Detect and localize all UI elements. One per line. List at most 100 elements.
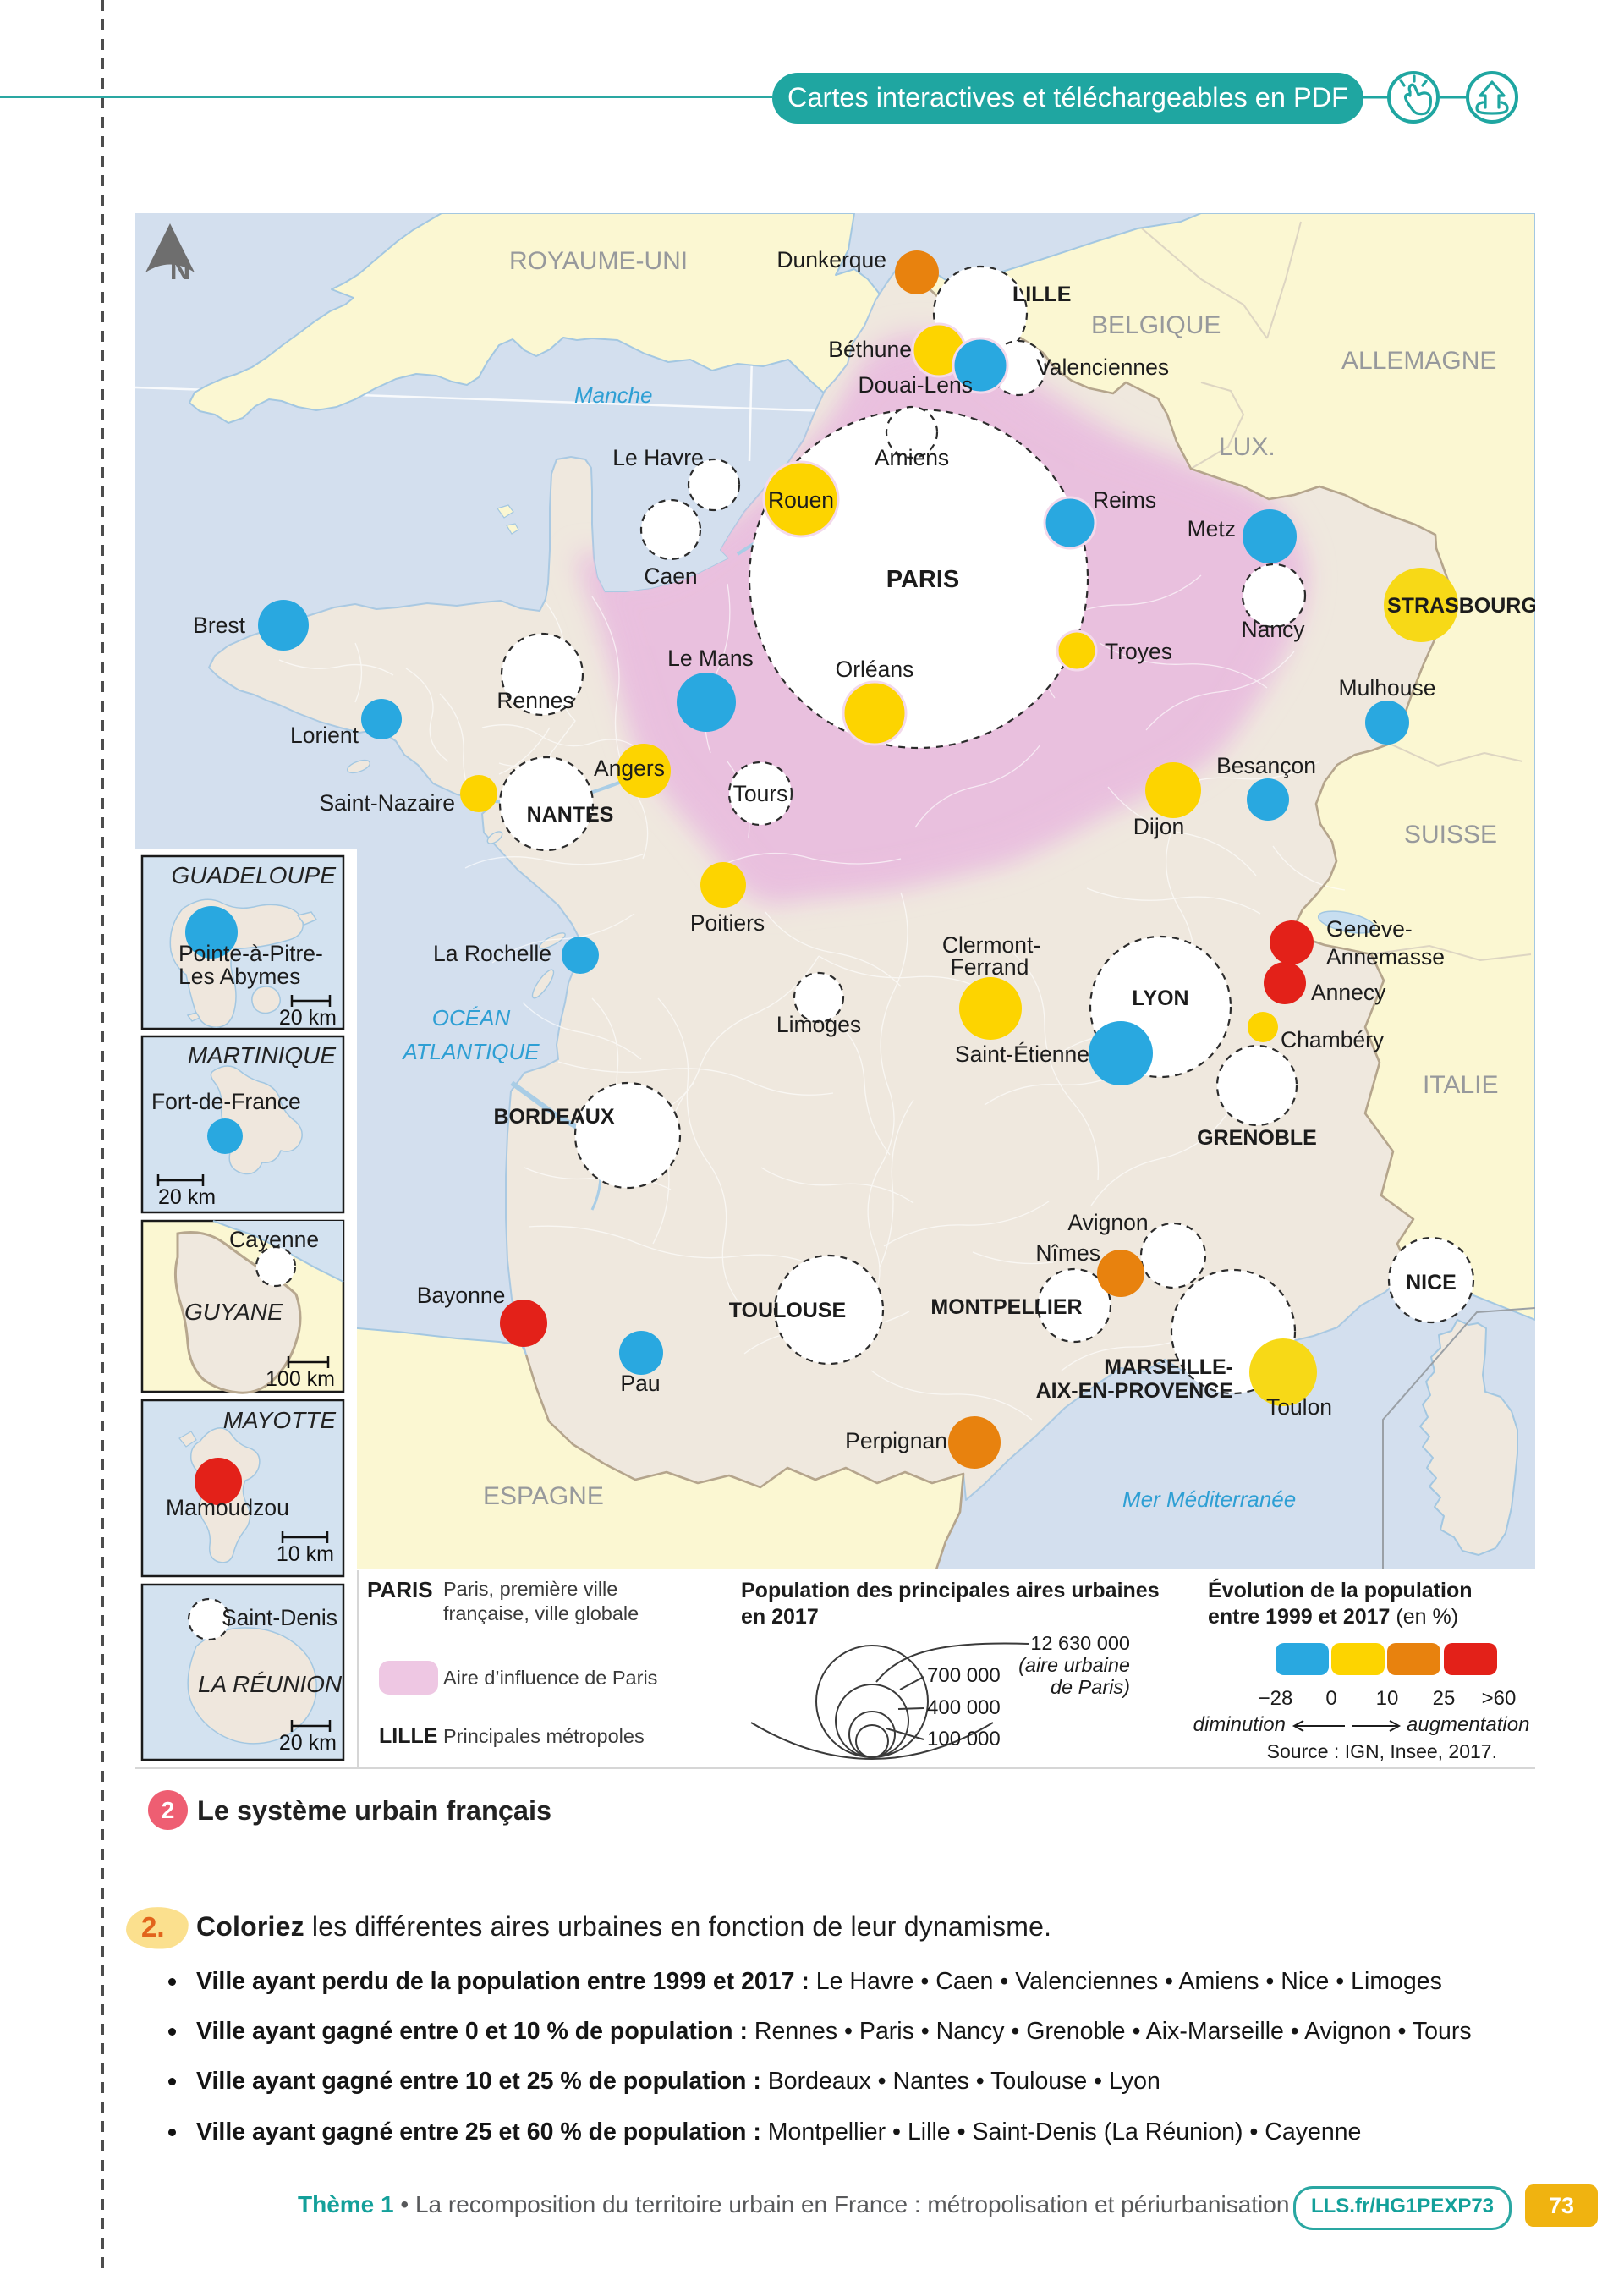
svg-text:Paris, première ville: Paris, première ville xyxy=(443,1578,617,1600)
svg-text:Mer Méditerranée: Mer Méditerranée xyxy=(1122,1486,1296,1512)
svg-text:ALLEMAGNE: ALLEMAGNE xyxy=(1341,347,1496,375)
svg-text:française, ville globale: française, ville globale xyxy=(443,1602,639,1624)
svg-text:OCÉAN: OCÉAN xyxy=(432,1005,511,1030)
svg-text:10 km: 10 km xyxy=(277,1542,334,1566)
svg-text:Orléans: Orléans xyxy=(836,657,914,682)
svg-text:Ferrand: Ferrand xyxy=(951,954,1029,980)
svg-text:−28: −28 xyxy=(1259,1687,1293,1710)
svg-text:GUYANE: GUYANE xyxy=(184,1299,283,1325)
svg-text:Troyes: Troyes xyxy=(1105,639,1172,664)
svg-text:NANTES: NANTES xyxy=(527,803,614,827)
svg-text:10: 10 xyxy=(1376,1687,1399,1710)
svg-text:ESPAGNE: ESPAGNE xyxy=(483,1482,604,1510)
svg-text:MAYOTTE: MAYOTTE xyxy=(223,1407,337,1433)
svg-text:Pau: Pau xyxy=(620,1371,660,1396)
svg-text:Reims: Reims xyxy=(1093,487,1156,513)
svg-text:Poitiers: Poitiers xyxy=(690,910,765,936)
svg-text:Cayenne: Cayenne xyxy=(229,1227,319,1252)
svg-text:Perpignan: Perpignan xyxy=(845,1428,947,1453)
svg-text:ROYAUME-UNI: ROYAUME-UNI xyxy=(509,247,688,275)
svg-text:MARSEILLE-: MARSEILLE- xyxy=(1104,1355,1233,1379)
svg-text:Toulon: Toulon xyxy=(1266,1394,1332,1420)
svg-text:ATLANTIQUE: ATLANTIQUE xyxy=(401,1039,540,1064)
svg-text:PARIS: PARIS xyxy=(367,1577,433,1602)
svg-text:>60: >60 xyxy=(1482,1687,1517,1710)
svg-text:Le Mans: Le Mans xyxy=(667,646,754,671)
svg-text:Source : IGN, Insee, 2017.: Source : IGN, Insee, 2017. xyxy=(1267,1740,1497,1762)
svg-text:Rennes: Rennes xyxy=(497,688,573,713)
svg-text:Angers: Angers xyxy=(594,756,665,781)
svg-text:LUX.: LUX. xyxy=(1219,433,1276,461)
svg-text:ITALIE: ITALIE xyxy=(1423,1071,1498,1099)
svg-text:Limoges: Limoges xyxy=(776,1012,861,1037)
svg-text:700 000: 700 000 xyxy=(927,1664,1001,1687)
svg-text:20 km: 20 km xyxy=(279,1731,337,1755)
svg-text:Le Havre: Le Havre xyxy=(612,445,704,470)
svg-text:TOULOUSE: TOULOUSE xyxy=(729,1299,846,1322)
svg-text:Population des principales air: Population des principales aires urbaine… xyxy=(741,1579,1160,1602)
svg-text:NICE: NICE xyxy=(1406,1271,1457,1294)
svg-text:MONTPELLIER: MONTPELLIER xyxy=(930,1295,1082,1319)
svg-text:0: 0 xyxy=(1325,1687,1336,1710)
svg-text:Genève-: Genève- xyxy=(1326,916,1413,942)
svg-text:Fort-de-France: Fort-de-France xyxy=(151,1089,301,1114)
svg-text:25: 25 xyxy=(1433,1687,1456,1710)
svg-text:LYON: LYON xyxy=(1132,986,1188,1010)
svg-text:Nancy: Nancy xyxy=(1241,617,1305,642)
svg-text:augmentation: augmentation xyxy=(1407,1713,1529,1736)
svg-text:de Paris): de Paris) xyxy=(1051,1676,1130,1698)
svg-text:Pointe-à-Pitre-: Pointe-à-Pitre- xyxy=(178,941,323,966)
svg-text:Amiens: Amiens xyxy=(875,445,949,470)
svg-text:Saint-Étienne: Saint-Étienne xyxy=(955,1041,1089,1067)
svg-text:100 000: 100 000 xyxy=(927,1728,1001,1750)
svg-text:Metz: Metz xyxy=(1188,516,1236,541)
svg-text:Les Abymes: Les Abymes xyxy=(178,964,300,989)
svg-text:La Rochelle: La Rochelle xyxy=(433,941,551,966)
svg-text:LILLE: LILLE xyxy=(1012,283,1071,306)
svg-text:en 2017: en 2017 xyxy=(741,1605,819,1629)
svg-text:Béthune: Béthune xyxy=(828,337,912,362)
svg-text:Valenciennes: Valenciennes xyxy=(1036,354,1169,380)
svg-text:Dijon: Dijon xyxy=(1133,814,1184,839)
svg-text:Chambéry: Chambéry xyxy=(1281,1027,1385,1052)
svg-text:Avignon: Avignon xyxy=(1067,1210,1148,1235)
svg-text:BELGIQUE: BELGIQUE xyxy=(1091,311,1221,339)
svg-text:MARTINIQUE: MARTINIQUE xyxy=(188,1042,337,1069)
svg-text:12 630 000: 12 630 000 xyxy=(1030,1632,1130,1654)
svg-text:Manche: Manche xyxy=(574,382,653,408)
svg-text:Saint-Nazaire: Saint-Nazaire xyxy=(319,790,455,816)
svg-text:(aire urbaine: (aire urbaine xyxy=(1018,1654,1130,1676)
svg-text:GUADELOUPE: GUADELOUPE xyxy=(172,862,337,888)
svg-text:LILLE: LILLE xyxy=(379,1724,437,1748)
svg-text:Annemasse: Annemasse xyxy=(1326,944,1445,970)
svg-text:Annecy: Annecy xyxy=(1311,980,1386,1005)
svg-text:100 km: 100 km xyxy=(266,1367,335,1391)
svg-text:Lorient: Lorient xyxy=(290,723,359,748)
svg-text:LA RÉUNION: LA RÉUNION xyxy=(198,1671,343,1697)
svg-text:Douai-Lens: Douai-Lens xyxy=(858,372,973,398)
svg-text:STRASBOURG: STRASBOURG xyxy=(1387,594,1535,618)
svg-text:Dunkerque: Dunkerque xyxy=(776,247,886,272)
svg-text:diminution: diminution xyxy=(1193,1713,1286,1736)
svg-text:Brest: Brest xyxy=(193,613,245,638)
svg-text:SUISSE: SUISSE xyxy=(1404,821,1497,849)
svg-text:BORDEAUX: BORDEAUX xyxy=(493,1105,614,1129)
svg-text:Nîmes: Nîmes xyxy=(1035,1240,1100,1266)
svg-text:Clermont-: Clermont- xyxy=(942,932,1040,958)
svg-text:Caen: Caen xyxy=(644,563,697,589)
svg-text:Besançon: Besançon xyxy=(1216,753,1316,778)
svg-text:Mulhouse: Mulhouse xyxy=(1339,675,1436,701)
svg-text:Mamoudzou: Mamoudzou xyxy=(166,1495,289,1520)
svg-text:400 000: 400 000 xyxy=(927,1696,1001,1719)
svg-text:N: N xyxy=(170,254,191,286)
svg-text:Rouen: Rouen xyxy=(768,487,834,513)
svg-text:Aire d’influence de Paris: Aire d’influence de Paris xyxy=(443,1667,657,1689)
svg-text:AIX-EN-PROVENCE: AIX-EN-PROVENCE xyxy=(1036,1379,1233,1403)
svg-text:20 km: 20 km xyxy=(158,1185,216,1209)
svg-text:Bayonne: Bayonne xyxy=(417,1283,506,1308)
svg-text:GRENOBLE: GRENOBLE xyxy=(1197,1126,1317,1150)
svg-text:Principales métropoles: Principales métropoles xyxy=(443,1725,645,1747)
svg-text:Évolution de la population: Évolution de la population xyxy=(1208,1578,1473,1602)
svg-text:Saint-Denis: Saint-Denis xyxy=(222,1605,337,1630)
svg-text:20 km: 20 km xyxy=(279,1006,337,1030)
